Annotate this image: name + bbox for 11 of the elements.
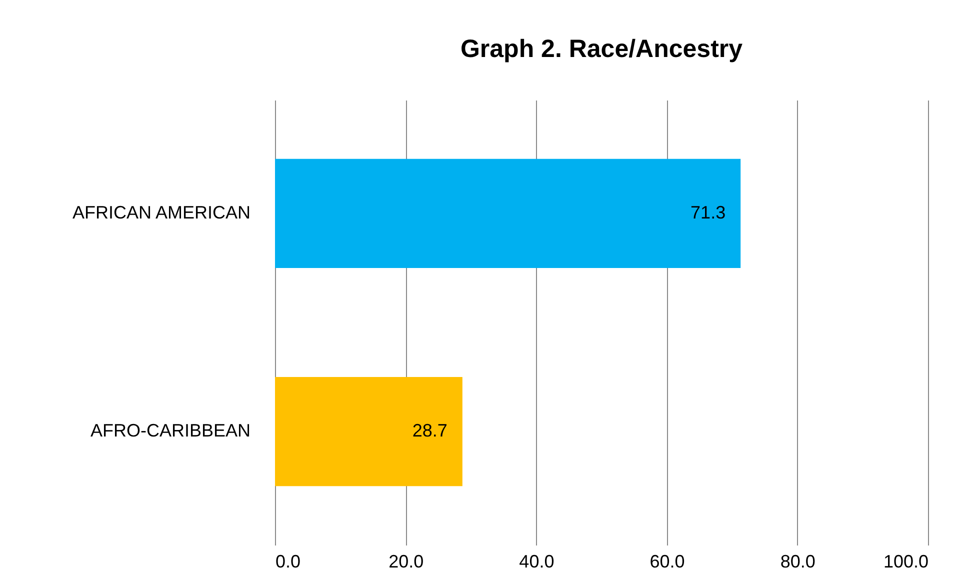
y-tick-label: AFRO-CARIBBEAN [90,420,250,441]
x-tick-label: 40.0 [519,552,554,572]
data-label: 28.7 [412,420,448,441]
x-tick-label: 20.0 [388,552,424,572]
data-label: 71.3 [690,202,726,222]
chart-title: Graph 2. Race/Ancestry [460,35,743,63]
x-tick-label: 100.0 [883,552,928,572]
x-tick-label: 60.0 [650,552,685,572]
x-tick-label: 0.0 [276,552,301,572]
y-tick-label: AFRICAN AMERICAN [72,202,250,222]
x-tick-label: 80.0 [780,552,816,572]
